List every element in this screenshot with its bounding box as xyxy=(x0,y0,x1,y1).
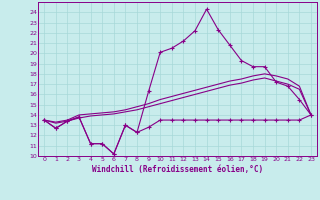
X-axis label: Windchill (Refroidissement éolien,°C): Windchill (Refroidissement éolien,°C) xyxy=(92,165,263,174)
